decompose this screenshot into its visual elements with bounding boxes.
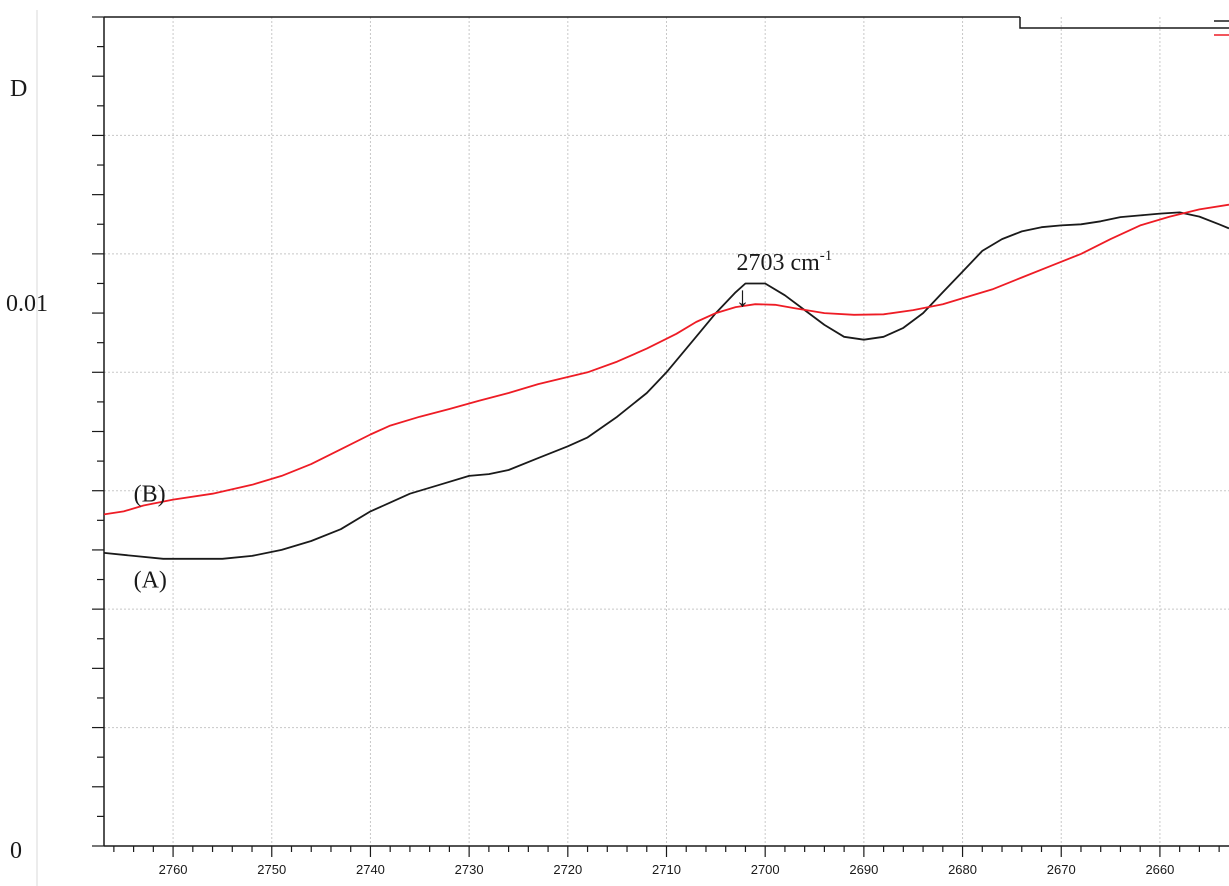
peak-annotation-superscript: -1 — [820, 248, 833, 264]
x-tick-label-2750: 2750 — [257, 862, 286, 877]
y-axis-unit-label: D — [10, 76, 27, 102]
x-tick-label-2670: 2670 — [1047, 862, 1076, 877]
series-line-0 — [103, 211, 1229, 560]
x-tick-label-2730: 2730 — [455, 862, 484, 877]
grid — [104, 17, 1229, 846]
peak-annotation-text: 2703 cm-1 — [736, 248, 832, 276]
x-tick-label-2700: 2700 — [751, 862, 780, 877]
x-tick-label-2710: 2710 — [652, 862, 681, 877]
peak-annotation-value: 2703 cm — [736, 250, 820, 276]
series-line-1 — [103, 203, 1229, 516]
y-tick-label-0.01: 0.01 — [6, 291, 48, 317]
peak-annotation: 2703 cm-1 ↓ — [735, 248, 832, 313]
x-tick-label-2660: 2660 — [1145, 862, 1174, 877]
series-label-b: (B) — [134, 482, 166, 508]
x-tick-label-2720: 2720 — [553, 862, 582, 877]
series-label-a: (A) — [134, 568, 167, 594]
y-tick-label-0: 0 — [10, 838, 22, 864]
legend-box — [1019, 17, 1229, 36]
y-axis-ticks — [92, 16, 104, 847]
x-tick-label-2760: 2760 — [159, 862, 188, 877]
x-tick-label-2740: 2740 — [356, 862, 385, 877]
x-tick-label-2680: 2680 — [948, 862, 977, 877]
series-lines — [103, 203, 1229, 560]
x-tick-label-2690: 2690 — [849, 862, 878, 877]
peak-annotation-arrow: ↓ — [735, 282, 749, 313]
x-axis-ticks: 2760 2750 2740 2730 2720 2710 2700 2690 2680 2670… — [113, 846, 1220, 877]
